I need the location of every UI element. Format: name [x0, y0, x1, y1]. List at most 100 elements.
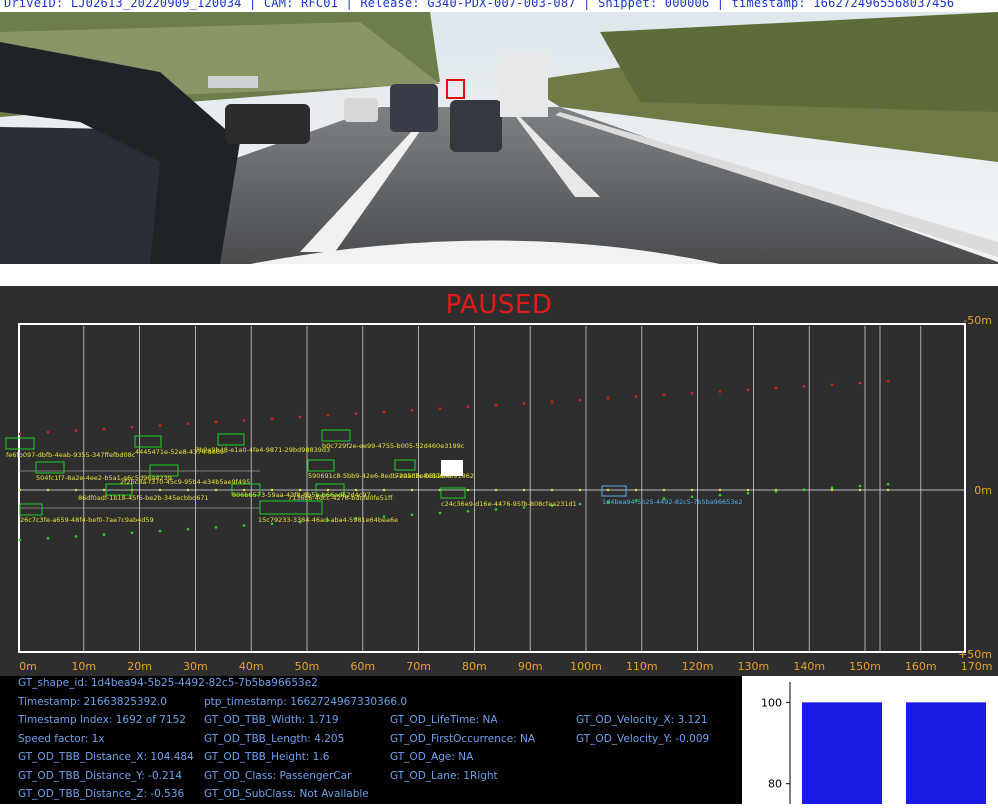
object-box[interactable]: [19, 503, 43, 516]
lane-right-point: [774, 490, 778, 493]
info-ptp-timestamp: ptp_timestamp: 1662724967330366.0: [204, 696, 408, 708]
object-id-label: 26c7c3fe-a659-48f4-bef0-7ae7c9ab4d59: [20, 516, 154, 524]
x-tick-label: 10m: [71, 660, 97, 673]
lane-center-point: [382, 488, 386, 492]
object-box[interactable]: [601, 485, 627, 497]
lane-center-point: [410, 488, 414, 492]
object-box[interactable]: [105, 483, 133, 496]
y-tick-label: 100: [761, 696, 782, 709]
object-id-label: 4445471e-52e8-4374-ae0e-: [135, 448, 227, 456]
info-velocity-x: GT_OD_Velocity_X: 3.121: [576, 714, 708, 726]
lane-center-point: [466, 488, 470, 492]
lane-left-point: [802, 385, 806, 388]
y-label-mid: 0m: [974, 484, 992, 497]
lane-left-point: [326, 414, 330, 417]
lane-center-point: [494, 488, 498, 492]
lane-right-point: [130, 531, 134, 535]
lane-right-point: [690, 495, 694, 499]
lane-left-point: [214, 420, 218, 424]
object-box[interactable]: [307, 459, 335, 472]
lane-center-point: [102, 488, 106, 492]
object-box[interactable]: [217, 433, 245, 446]
object-box[interactable]: [134, 435, 162, 448]
lane-right-point: [634, 499, 638, 502]
lane-center-point: [46, 488, 50, 492]
info-distance-y: GT_OD_TBB_Distance_Y: -0.214: [18, 770, 183, 782]
x-tick-label: 110m: [625, 660, 658, 673]
bev-panel[interactable]: PAUSED fe6fb097-dbfb-4eab-9355-347ffefbd…: [0, 286, 998, 676]
x-tick-label: 160m: [904, 660, 937, 673]
lane-left-point: [718, 390, 722, 393]
object-box[interactable]: [149, 464, 179, 477]
info-tbb-height: GT_OD_TBB_Height: 1.6: [204, 751, 330, 763]
lane-right-point: [242, 524, 246, 527]
lane-center-point: [522, 488, 526, 492]
paused-label: PAUSED: [445, 290, 553, 320]
object-box[interactable]: [35, 461, 65, 474]
lane-left-point: [18, 432, 22, 436]
object-box[interactable]: [259, 500, 323, 515]
lane-left-point: [494, 403, 498, 407]
lane-left-point: [74, 429, 78, 432]
y-label-top: -50m: [963, 314, 992, 327]
object-box[interactable]: [394, 459, 416, 471]
lane-left-point: [298, 415, 302, 419]
object-box[interactable]: [440, 487, 466, 499]
info-age: GT_OD_Age: NA: [390, 751, 474, 763]
object-box[interactable]: [5, 437, 35, 450]
lane-right-point: [298, 520, 302, 524]
lane-right-point: [858, 484, 862, 488]
lane-right-point: [830, 486, 834, 490]
lane-left-point: [578, 398, 582, 402]
x-tick-label: 70m: [406, 660, 431, 673]
lane-left-point: [158, 424, 162, 427]
lane-left-point: [522, 402, 526, 405]
object-box[interactable]: [321, 429, 351, 442]
lane-left-point: [662, 393, 666, 397]
lane-right-point: [746, 491, 750, 495]
lane-left-point: [270, 417, 274, 420]
lane-center-point: [158, 488, 162, 492]
camera-frame: [0, 12, 998, 264]
lane-right-point: [102, 533, 106, 536]
x-tick-label: 120m: [681, 660, 714, 673]
object-id-label: 15c79233-3384-46ad-aba4-5981e64bea6e: [258, 516, 398, 524]
mini-bar-chart-plot: 100 80: [761, 682, 986, 804]
selected-object-box[interactable]: [601, 485, 627, 497]
lane-right-point: [550, 504, 554, 508]
bar: [906, 702, 986, 804]
lane-left-point: [242, 419, 246, 422]
info-distance-x: GT_OD_TBB_Distance_X: 104.484: [18, 751, 194, 763]
lane-left-point: [102, 427, 106, 431]
info-timestamp: Timestamp: 21663825392.0: [18, 696, 167, 708]
camera-view: [0, 12, 998, 264]
lane-center-point: [354, 488, 358, 492]
lane-left-point: [550, 400, 554, 403]
info-class: GT_OD_Class: PassengerCar: [204, 770, 352, 782]
object-box[interactable]: [315, 483, 345, 496]
object-info-panel: GT_shape_id: 1d4bea94-5b25-4492-82c5-7b5…: [0, 676, 742, 804]
lane-right-point: [802, 488, 806, 491]
object-id-label: c24c36e9-d16e-4476-95fb-808cfea231d1: [441, 500, 577, 508]
lane-left-point: [46, 431, 50, 434]
lane-center-point: [886, 488, 890, 492]
x-tick-label: 80m: [462, 660, 487, 673]
object-id-label: 2f2bc8a-f370-45c9-95b4-e34b5ae9f495: [120, 478, 250, 486]
x-tick-label: 20m: [127, 660, 152, 673]
lane-center-point: [690, 488, 694, 492]
object-id-label: fe6fb097-dbfb-4eab-9355-347ffefbd08c: [6, 451, 136, 459]
lane-right-point: [522, 506, 526, 509]
lane-left-point: [690, 391, 694, 395]
object-box[interactable]: [231, 483, 261, 496]
object-id-label: b0c729f2e-ee99-4755-b005-52d460e3199c: [322, 442, 465, 450]
lane-center-point: [214, 488, 218, 492]
lane-center-point: [270, 488, 274, 492]
lane-right-point: [410, 513, 414, 517]
info-subclass: GT_OD_SubClass: Not Available: [204, 788, 369, 800]
lane-left-point: [858, 381, 862, 385]
x-tick-label: 130m: [737, 660, 770, 673]
y-tick-label: 80: [768, 778, 782, 791]
lane-center-point: [858, 488, 862, 492]
info-tbb-width: GT_OD_TBB_Width: 1.719: [204, 714, 339, 726]
lane-right-point: [326, 518, 330, 522]
